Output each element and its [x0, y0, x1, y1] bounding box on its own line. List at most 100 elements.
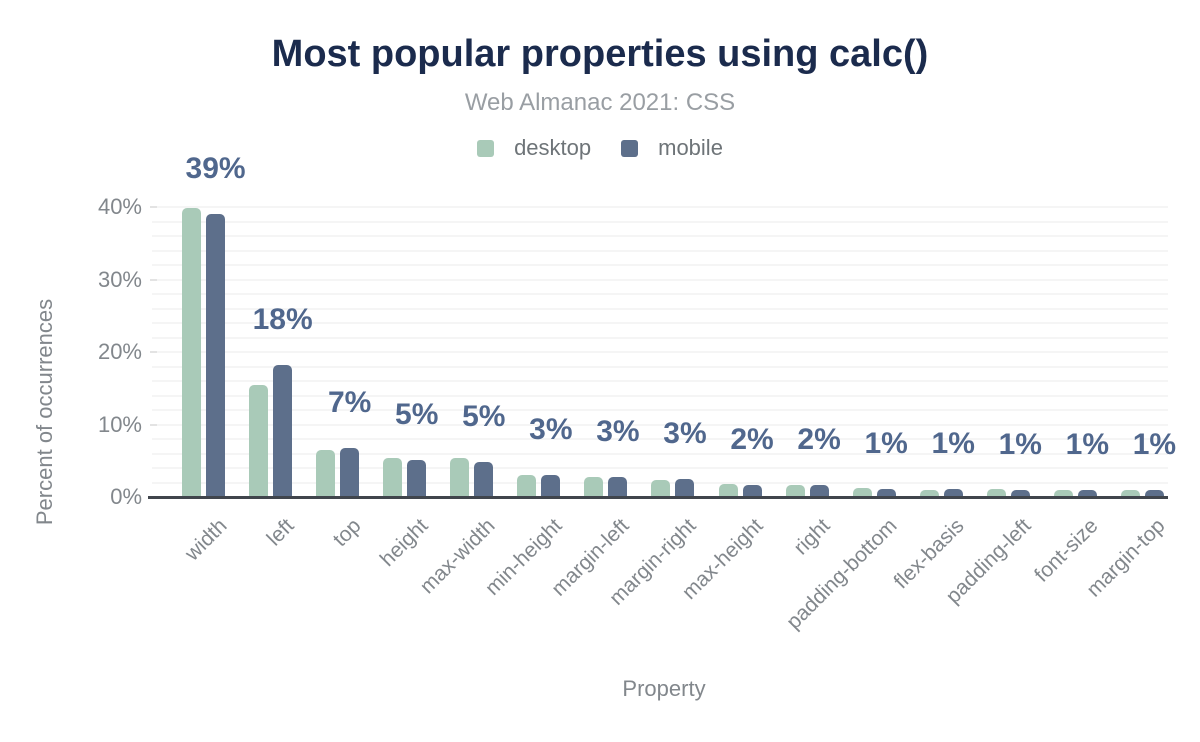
gridline — [152, 394, 1168, 397]
y-tick-label: 40% — [97, 194, 142, 219]
chart-subtitle: Web Almanac 2021: CSS — [464, 89, 736, 116]
bar-desktop-max-width — [450, 457, 470, 497]
y-tick-label: 20% — [97, 339, 142, 364]
x-axis-line — [148, 496, 1168, 499]
gridline — [152, 293, 1168, 295]
bar-value-label: 1% — [998, 428, 1042, 462]
bar-desktop-margin-top — [1120, 490, 1140, 497]
y-tick-mark — [150, 278, 157, 281]
bar-desktop-height — [383, 457, 403, 497]
bar-mobile-top — [340, 447, 360, 497]
bar-value-label: 5% — [462, 400, 506, 434]
y-tick-mark — [150, 206, 157, 208]
y-tick-label: 10% — [97, 411, 142, 437]
gridline — [152, 235, 1168, 237]
gridline — [152, 206, 1168, 208]
y-tick-mark — [150, 351, 157, 353]
bar-mobile-padding-left — [1010, 490, 1030, 497]
legend: desktop mobile — [0, 137, 1200, 159]
gridline — [152, 322, 1168, 324]
bar-value-label: 5% — [395, 398, 439, 432]
y-tick-label: 30% — [97, 266, 142, 292]
bar-desktop-padding-bottom — [852, 487, 872, 497]
gridline — [152, 438, 1168, 440]
x-tick-label: left — [262, 514, 299, 551]
gridline — [152, 264, 1168, 266]
bar-mobile-left — [273, 365, 293, 497]
bar-value-label: 1% — [864, 427, 908, 461]
y-tick-label: 0% — [110, 484, 142, 509]
bar-value-label: 1% — [1132, 427, 1177, 461]
bar-desktop-left — [249, 385, 269, 497]
bar-desktop-margin-right — [651, 479, 671, 497]
bar-value-label: 2% — [730, 422, 774, 456]
gridline — [152, 351, 1168, 353]
bar-group-flex-basis: 1% flex-basis — [890, 207, 975, 594]
bar-group-padding-bottom: 1% padding-bottom — [782, 207, 908, 634]
bar-mobile-padding-bottom — [876, 489, 896, 497]
legend-label-desktop: desktop — [514, 135, 592, 160]
gridline — [152, 467, 1168, 469]
bar-group-margin-right: 3% margin-right — [605, 207, 707, 609]
legend-swatch-desktop-icon — [477, 139, 495, 157]
gridline — [152, 380, 1168, 382]
bar-value-label: 1% — [1065, 428, 1110, 462]
x-tick-label: top — [328, 514, 366, 552]
bar-desktop-margin-left — [584, 477, 604, 497]
bar-value-label: 3% — [529, 413, 573, 447]
bar-mobile-margin-top — [1144, 489, 1164, 497]
bar-group-margin-top: 1% margin-top — [1083, 207, 1177, 601]
bar-desktop-max-height — [718, 483, 738, 497]
bar-group-max-width: 5% max-width — [415, 207, 506, 599]
bar-value-label: 3% — [663, 416, 707, 450]
gridline — [152, 307, 1168, 310]
bar-group-min-height: 3% min-height — [481, 207, 573, 600]
bar-value-label: 7% — [327, 385, 372, 419]
bar-group-left: 18% left — [237, 207, 313, 550]
gridline — [152, 423, 1168, 426]
bar-mobile-height — [407, 460, 427, 497]
bar-value-label: 39% — [185, 152, 246, 186]
bar-group-padding-left: 1% padding-left — [942, 207, 1042, 608]
bar-mobile-width — [206, 214, 226, 497]
chart-title: Most popular properties using calc() — [271, 33, 929, 75]
bar-desktop-font-size — [1053, 490, 1073, 497]
plot-area: 0% 10% 20% 30% 40% 39% width 18% left 7% top 5% hei… — [98, 154, 1176, 634]
bar-mobile-font-size — [1077, 490, 1097, 497]
y-axis-title: Percent of occurrences — [32, 298, 57, 526]
bar-desktop-top — [316, 449, 336, 497]
x-tick-label: width — [180, 514, 232, 566]
gridline — [152, 409, 1168, 411]
bar-group-top: 7% top — [304, 207, 372, 551]
bar-mobile-right — [809, 485, 829, 497]
gridline — [152, 278, 1168, 281]
grid-layer: 0% 10% 20% 30% 40% — [98, 196, 1168, 508]
bar-mobile-flex-basis — [943, 489, 963, 497]
y-tick-mark — [150, 423, 157, 426]
x-axis-title: Property — [622, 676, 706, 701]
bar-group-right: 2% right — [774, 207, 841, 559]
gridline — [152, 249, 1168, 252]
bar-desktop-width — [182, 208, 202, 497]
bar-group-width: 39% width — [170, 154, 245, 565]
legend-item-desktop: desktop — [477, 137, 591, 159]
bar-value-label: 3% — [596, 415, 640, 449]
gridline — [152, 452, 1168, 455]
bar-desktop-flex-basis — [919, 489, 939, 497]
bar-mobile-margin-left — [608, 477, 628, 497]
bar-value-label: 1% — [931, 427, 975, 461]
bar-group-max-height: 2% max-height — [678, 207, 774, 604]
bar-desktop-right — [785, 485, 805, 497]
bar-group-margin-left: 3% margin-left — [547, 207, 640, 601]
bar-mobile-max-height — [742, 484, 762, 497]
legend-swatch-mobile-icon — [621, 139, 639, 157]
bar-mobile-max-width — [474, 462, 494, 497]
gridline — [152, 365, 1168, 368]
legend-label-mobile: mobile — [658, 135, 723, 160]
x-tick-label: right — [789, 514, 835, 560]
bars-layer: 39% width 18% left 7% top 5% height 5% max-width 3… — [170, 154, 1177, 634]
x-tick-label: height — [375, 514, 433, 572]
bar-mobile-min-height — [541, 475, 561, 497]
bar-desktop-padding-left — [986, 489, 1006, 497]
